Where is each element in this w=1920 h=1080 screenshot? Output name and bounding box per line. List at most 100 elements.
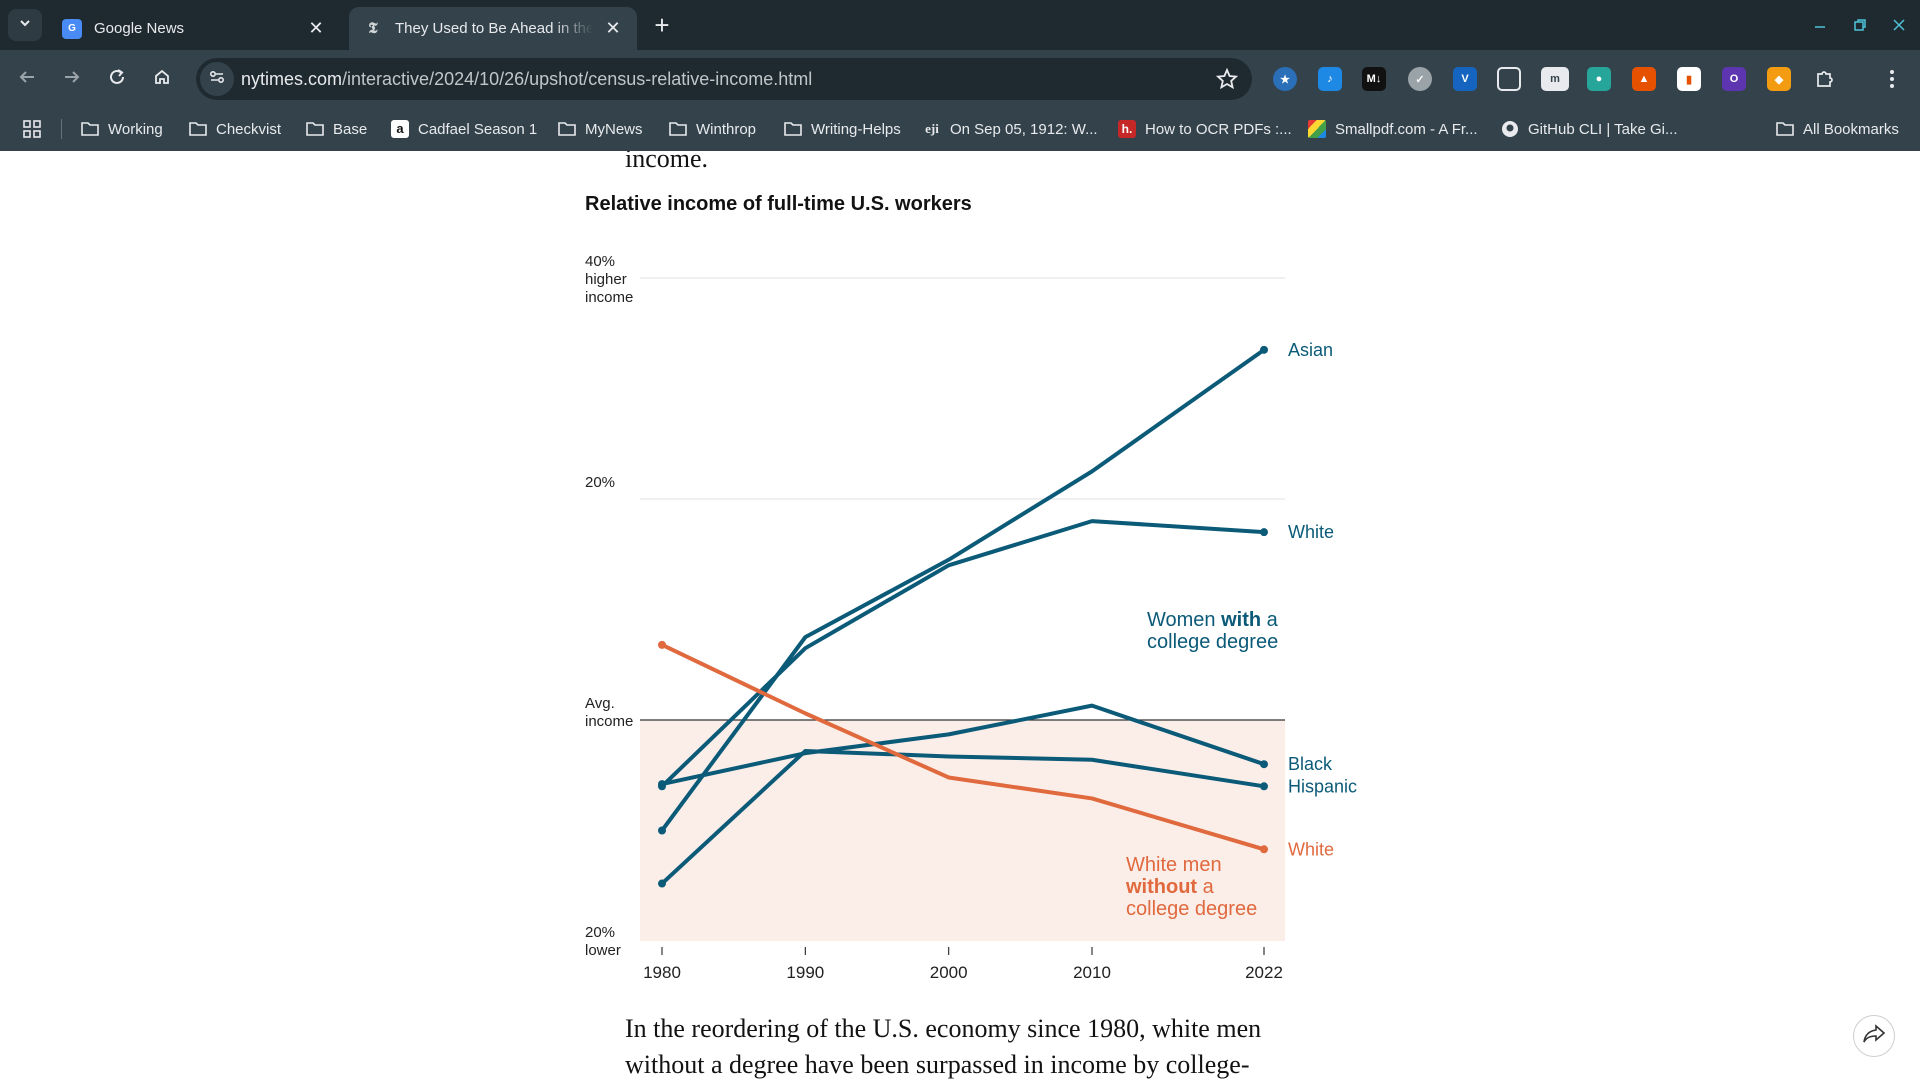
bookmark-item[interactable]: Checkvist — [188, 117, 281, 141]
tab-strip: G Google News ✕ 𝕿 They Used to Be Ahead … — [0, 0, 1920, 50]
tab-google-news[interactable]: G Google News ✕ — [48, 7, 340, 50]
series-label: Black — [1288, 754, 1333, 774]
url-text[interactable]: nytimes.com/interactive/2024/10/26/upsho… — [241, 69, 812, 90]
men-no-college-annotation: White men — [1126, 854, 1222, 876]
bookmark-label: Winthrop — [696, 120, 757, 138]
extension-icon[interactable]: ● — [1587, 67, 1611, 91]
chart-title: Relative income of full-time U.S. worker… — [585, 193, 972, 215]
google-news-icon: G — [62, 18, 82, 39]
y-tick-label: higher — [585, 271, 627, 288]
bookmark-label: MyNews — [585, 120, 643, 138]
y-tick-label: Avg. — [585, 695, 615, 712]
bookmark-label: Writing-Helps — [811, 120, 901, 138]
h-icon: h. — [1117, 119, 1137, 139]
series-label: White — [1288, 522, 1334, 542]
y-tick-label: 20% — [585, 924, 615, 941]
bookmarks-divider — [61, 119, 62, 139]
bookmark-item[interactable]: Working — [80, 117, 163, 141]
close-window-button[interactable] — [1884, 10, 1914, 40]
extension-icon[interactable]: V — [1453, 67, 1477, 91]
article-page: income. Relative income of full-time U.S… — [0, 151, 1920, 1080]
tab-search-button[interactable] — [8, 9, 42, 41]
tab-title: They Used to Be Ahead in the American Ec… — [395, 20, 593, 37]
extension-icon[interactable]: m — [1541, 67, 1569, 91]
series-end-point — [1260, 760, 1268, 769]
series-start-point — [658, 640, 666, 649]
markdown-extension-icon[interactable]: M↓ — [1362, 67, 1386, 91]
share-button[interactable] — [1853, 1015, 1895, 1057]
women-college-annotation: Women with a — [1147, 609, 1279, 631]
forward-button[interactable] — [55, 62, 89, 96]
tab-nyt-article[interactable]: 𝕿 They Used to Be Ahead in the American … — [349, 7, 637, 50]
y-tick-label: income — [585, 713, 633, 730]
extension-icon[interactable]: ▮ — [1677, 67, 1701, 91]
address-bar[interactable]: nytimes.com/interactive/2024/10/26/upsho… — [196, 58, 1252, 100]
annotation-part: a — [1197, 876, 1215, 898]
minimize-button[interactable] — [1805, 10, 1835, 40]
bookmark-label: Checkvist — [216, 120, 282, 138]
image-extension-icon[interactable] — [1497, 67, 1521, 91]
bookmark-label: Base — [333, 120, 368, 138]
series-start-point — [658, 879, 666, 888]
github-icon — [1500, 119, 1520, 139]
y-tick-label: income — [585, 289, 633, 306]
new-tab-button[interactable]: + — [654, 10, 670, 40]
series-label: Asian — [1288, 340, 1333, 360]
apps-grid-icon[interactable] — [22, 117, 42, 141]
smallpdf-icon — [1307, 119, 1327, 139]
women-college-annotation: college degree — [1147, 631, 1278, 653]
x-tick-label: 1980 — [643, 963, 681, 982]
more-vert-icon[interactable] — [1880, 67, 1904, 91]
bookmark-label: GitHub CLI | Take Gi... — [1528, 120, 1678, 138]
folder-icon — [188, 119, 208, 139]
series-end-point — [1260, 345, 1268, 354]
bookmark-label: On Sep 05, 1912: W... — [950, 120, 1098, 138]
close-icon[interactable]: ✕ — [605, 18, 621, 38]
bookmark-item[interactable]: Smallpdf.com - A Fr... — [1307, 117, 1478, 141]
site-info-button[interactable] — [200, 62, 234, 96]
reload-button[interactable] — [100, 62, 134, 96]
series-line — [660, 348, 1266, 832]
y-tick-label: lower — [585, 942, 621, 959]
bookmark-label: How to OCR PDFs :... — [1145, 120, 1292, 138]
bookmark-label: Smallpdf.com - A Fr... — [1335, 120, 1478, 138]
arrow-left-icon — [18, 68, 36, 91]
extension-icon[interactable]: ▲ — [1632, 67, 1656, 91]
bookmarks-bar: Working Checkvist Base a Cadfael Season 1 MyN… — [0, 107, 1920, 151]
tune-icon — [208, 68, 226, 91]
url-path: /interactive/2024/10/26/upshot/census-re… — [342, 69, 813, 89]
bookmark-item[interactable]: eji On Sep 05, 1912: W... — [922, 117, 1098, 141]
bookmark-star-icon[interactable] — [1215, 67, 1239, 95]
extension-icon[interactable]: ★ — [1273, 67, 1297, 91]
arrow-right-icon — [63, 68, 81, 91]
close-icon[interactable]: ✕ — [308, 18, 324, 38]
bookmark-item[interactable]: a Cadfael Season 1 — [390, 117, 537, 141]
series-line — [661, 703, 1265, 787]
bookmark-item[interactable]: h. How to OCR PDFs :... — [1117, 117, 1292, 141]
home-button[interactable] — [145, 62, 179, 96]
bookmark-item[interactable]: MyNews — [557, 117, 643, 141]
extension-icon[interactable]: ◆ — [1767, 67, 1791, 91]
share-icon — [1862, 1023, 1886, 1049]
y-tick-label: 40% — [585, 253, 615, 270]
extension-icon[interactable]: ♪ — [1318, 67, 1342, 91]
folder-icon — [305, 119, 325, 139]
puzzle-icon[interactable] — [1813, 67, 1837, 91]
folder-icon — [668, 119, 688, 139]
article-paragraph-line: without a degree have been surpassed in … — [625, 1050, 1250, 1079]
bookmark-item[interactable]: Base — [305, 117, 367, 141]
back-button[interactable] — [10, 62, 44, 96]
all-bookmarks-button[interactable]: All Bookmarks — [1775, 117, 1899, 141]
extension-icon[interactable]: ✓ — [1408, 67, 1432, 91]
bookmark-item[interactable]: Winthrop — [668, 117, 756, 141]
url-host: nytimes.com — [241, 69, 343, 89]
amazon-icon: a — [390, 119, 410, 139]
series-line — [661, 643, 1265, 852]
restore-button[interactable] — [1845, 10, 1875, 40]
extension-icon[interactable]: O — [1722, 67, 1746, 91]
annotation-part: Women — [1147, 609, 1221, 631]
bookmark-item[interactable]: Writing-Helps — [783, 117, 901, 141]
bookmark-item[interactable]: GitHub CLI | Take Gi... — [1500, 117, 1678, 141]
article-paragraph-end: income. — [625, 151, 709, 173]
nyt-icon: 𝕿 — [368, 20, 378, 37]
